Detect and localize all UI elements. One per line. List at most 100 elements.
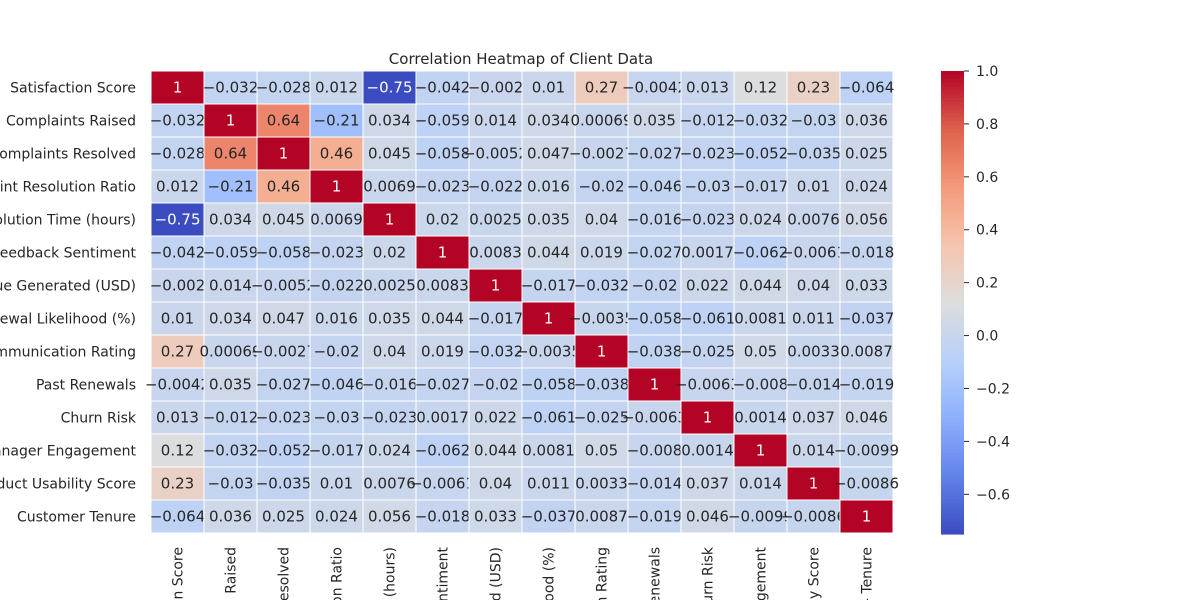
cell-value-label: 1 [809, 475, 819, 493]
colorbar-gradient-segment [941, 175, 964, 180]
cell-value-label: −0.0035 [516, 343, 581, 361]
cell-value-label: −0.019 [839, 376, 895, 394]
colorbar-gradient-segment [941, 329, 964, 334]
colorbar-gradient-segment [941, 155, 964, 161]
heatmap-cell [468, 400, 523, 435]
colorbar-gradient-segment [941, 152, 964, 157]
heatmap-cell [839, 301, 894, 336]
cell-value-label: −0.032 [203, 442, 259, 460]
cell-value-label: 0.00069 [199, 343, 261, 361]
col-label: enewals [648, 547, 664, 600]
cell-value-label: 0.0033 [787, 343, 840, 361]
cell-value-label: −0.02 [473, 376, 519, 394]
cell-value-label: 0.0069 [363, 178, 416, 196]
colorbar-gradient-segment [941, 260, 964, 265]
heatmap-cell [680, 466, 735, 501]
heatmap-cell [362, 466, 417, 501]
heatmap-cell [680, 169, 735, 204]
heatmap-cell [362, 103, 417, 138]
colorbar-gradient-segment [941, 101, 964, 107]
cell-value-label: 0.0087 [575, 508, 628, 526]
heatmap-cell [574, 103, 629, 138]
row-label: Complaints Resolved [0, 147, 136, 163]
colorbar-gradient-segment [941, 248, 964, 253]
colorbar-gradient-segment [941, 125, 964, 130]
cell-value-label: 0.056 [845, 211, 888, 229]
cell-value-label: 1 [226, 112, 236, 130]
cell-value-label: −0.037 [839, 310, 895, 328]
cell-value-label: −0.059 [415, 112, 471, 130]
col-label: entiment [436, 546, 452, 600]
colorbar-gradient-segment [941, 144, 964, 149]
colorbar-gradient-segment [941, 302, 964, 307]
heatmap-cell [362, 367, 417, 402]
cell-value-label: 0.014 [792, 442, 835, 460]
cell-value-label: −0.032 [203, 79, 259, 97]
heatmap-cell [256, 499, 311, 534]
cell-value-label: −0.008 [627, 442, 683, 460]
cell-value-label: −0.064 [150, 508, 206, 526]
heatmap-cell [521, 169, 576, 204]
colorbar-gradient-segment [941, 78, 964, 84]
heatmap-cell [839, 169, 894, 204]
colorbar: 1.0 0.8 0.6 0.4 0.2 0.0 −0.2 −0.4 −0.6 [941, 64, 1010, 535]
cell-value-label: −0.058 [521, 376, 577, 394]
cell-value-label: 0.01 [161, 310, 194, 328]
cell-value-label: 0.046 [686, 508, 729, 526]
heatmap-cell [627, 400, 682, 435]
heatmap-cell [733, 433, 788, 468]
cell-value-label: 0.01 [320, 475, 353, 493]
heatmap-cell [468, 268, 523, 303]
heatmap-cell [468, 103, 523, 138]
cell-value-label: 0.047 [527, 145, 570, 163]
colorbar-gradient-segment [941, 136, 964, 142]
heatmap-cell [415, 499, 470, 534]
cell-value-label: 0.044 [739, 277, 782, 295]
cell-value-label: 0.011 [792, 310, 835, 328]
heatmap-cell [733, 136, 788, 171]
cell-value-label: −0.059 [203, 244, 259, 262]
colorbar-gradient-segment [941, 117, 964, 122]
heatmap-cell [733, 70, 788, 105]
heatmap-cell [839, 136, 894, 171]
row-label: Churn Risk [61, 411, 137, 427]
row-label: Satisfaction Score [10, 81, 136, 97]
cell-value-label: −0.061 [680, 310, 736, 328]
cell-value-label: 0.044 [527, 244, 570, 262]
colorbar-gradient-segment [941, 348, 964, 354]
cell-value-label: −0.0027 [569, 145, 634, 163]
cell-value-label: 0.04 [479, 475, 512, 493]
heatmap-cell [627, 334, 682, 369]
heatmap-cell [839, 103, 894, 138]
heatmap-cell [150, 433, 205, 468]
cell-value-label: −0.017 [309, 442, 365, 460]
heatmap-cell [521, 70, 576, 105]
heatmap-cell [468, 367, 523, 402]
colorbar-gradient-segment [941, 74, 964, 80]
cell-value-label: 0.04 [797, 277, 830, 295]
cell-value-label: −0.019 [627, 508, 683, 526]
cell-value-label: 1 [491, 277, 501, 295]
heatmap-cell [574, 499, 629, 534]
heatmap-cells: 1 −0.032−0.028 0.012 −0.75 −0.042−0.002 0.01 0… [145, 70, 899, 534]
cell-value-label: −0.058 [415, 145, 471, 163]
cell-value-label: 0.04 [373, 343, 406, 361]
cell-value-label: 0.27 [585, 79, 618, 97]
heatmap-cell [521, 202, 576, 237]
cell-value-label: 0.27 [161, 343, 194, 361]
cell-value-label: 0.034 [368, 112, 411, 130]
colorbar-gradient-segment [941, 163, 964, 169]
cell-value-label: 0.045 [368, 145, 411, 163]
colorbar-gradient-segment [941, 395, 964, 400]
colorbar-gradient-segment [941, 495, 964, 500]
cell-value-label: 0.0081 [734, 310, 787, 328]
cell-value-label: −0.03 [208, 475, 254, 493]
heatmap-cell [627, 202, 682, 237]
chart-title: Correlation Heatmap of Client Data [389, 50, 653, 68]
colorbar-tick-label: 1.0 [976, 64, 998, 80]
heatmap-cell [521, 499, 576, 534]
colorbar-gradient-segment [941, 306, 964, 311]
heatmap-cell [786, 334, 841, 369]
cell-value-label: 1 [650, 376, 660, 394]
cell-value-label: −0.064 [839, 79, 895, 97]
